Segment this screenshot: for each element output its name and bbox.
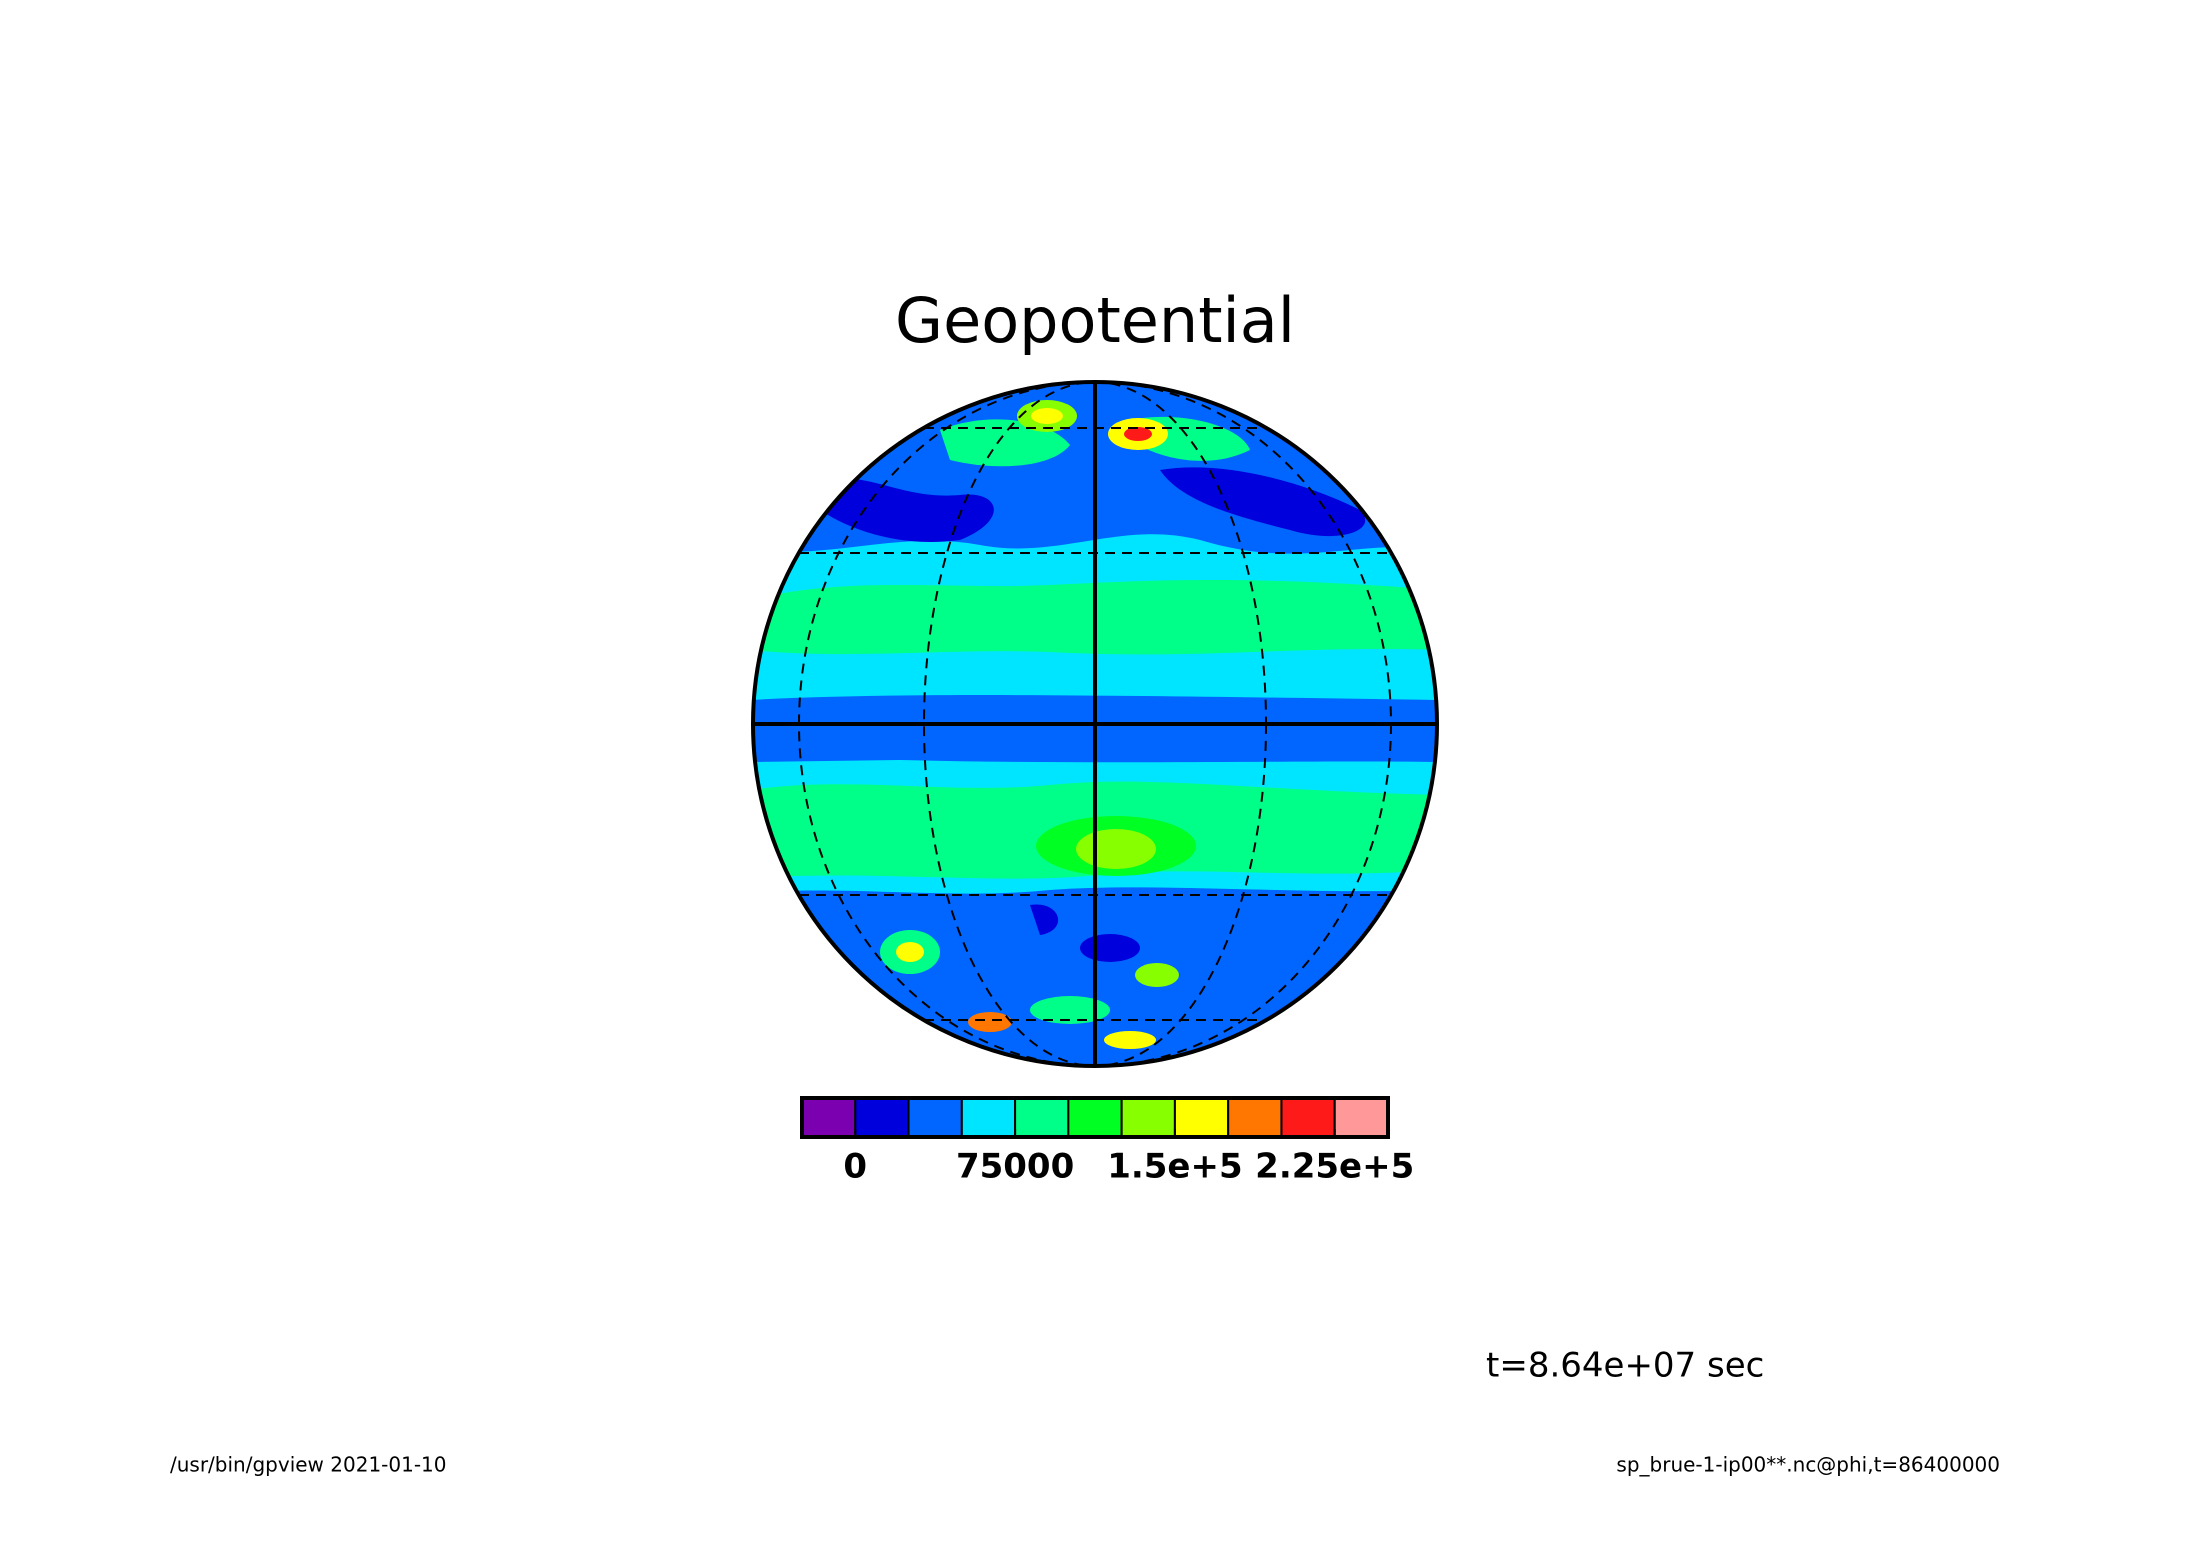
footer-left: /usr/bin/gpview 2021-01-10 [170,1453,447,1477]
colorbar-box [907,1097,963,1138]
colorbar-box [854,1097,910,1138]
colorbar-box [1014,1097,1070,1138]
colorbar-box [801,1097,857,1138]
field-spot [1124,427,1152,441]
chart-title: Geopotential [895,284,1295,357]
colorbar-box [1333,1097,1390,1138]
colorbar-box [1227,1097,1283,1138]
colorbar-frame [800,1096,1390,1139]
colorbar-box [1280,1097,1336,1138]
field-spot [1104,1031,1156,1049]
colorbar-tick-label: 75000 [956,1147,1074,1187]
colorbar-box [1067,1097,1123,1138]
field-patch [1160,467,1366,537]
field-spot [1135,963,1179,987]
field-patch [820,477,994,542]
colorbar-tick-label: 2.25e+5 [1255,1147,1414,1187]
colorbar-tick-label: 0 [843,1147,867,1187]
field-patch [1080,934,1140,962]
footer-right: sp_brue-1-ip00**.nc@phi,t=86400000 [1616,1453,2000,1477]
colorbar: 0 75000 1.5e+5 2.25e+5 [800,1096,1414,1187]
colorbar-tick-label: 1.5e+5 [1107,1147,1242,1187]
annotation: t=8.64e+07 sec [1486,1346,1764,1386]
field-spot [1030,996,1110,1024]
field-spot [1031,408,1063,424]
colorbar-box [960,1097,1017,1138]
field-spot [1076,829,1156,869]
field-spot [968,1012,1012,1032]
colorbar-box [1173,1097,1230,1138]
globe-outline [751,380,1439,1068]
field-patch [1030,904,1059,935]
colorbar-box [1120,1097,1176,1138]
field-spot [896,942,924,962]
